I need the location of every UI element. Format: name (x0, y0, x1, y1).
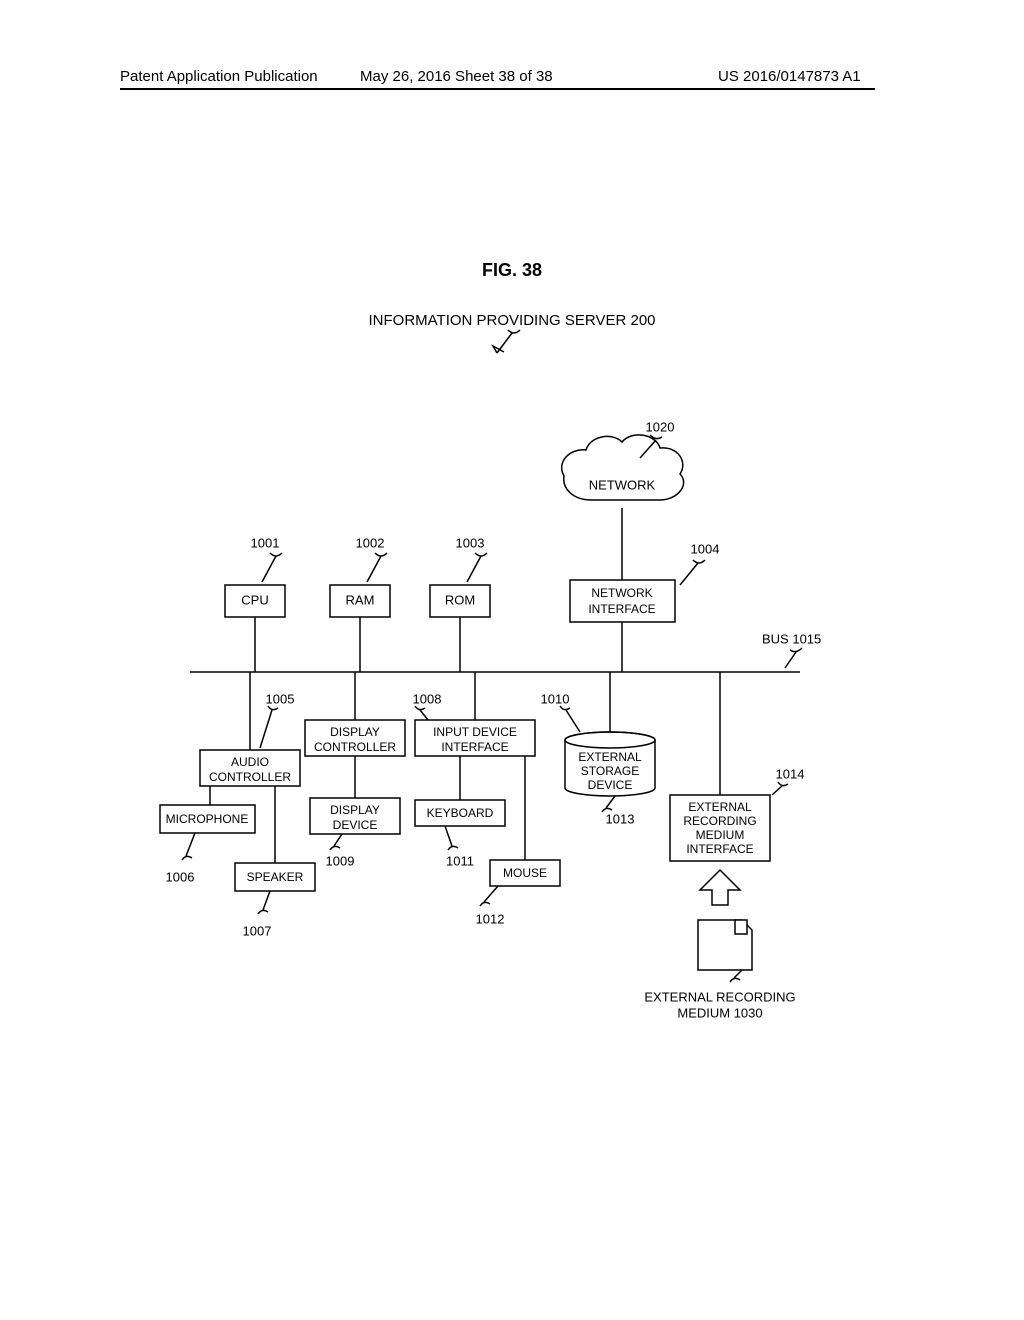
ref-1004-line (680, 563, 698, 585)
ref-1009: 1009 (326, 853, 355, 868)
ext-medium-ref-line (734, 970, 742, 978)
ext-rec-if-label4: INTERFACE (686, 842, 753, 856)
ref-1002: 1002 (356, 535, 385, 550)
ref-1014-curve (778, 782, 788, 786)
disp-ctrl-label1: DISPLAY (330, 725, 380, 739)
ref-1006-curve (182, 856, 192, 860)
ref-1011: 1011 (446, 853, 474, 868)
ref-1001: 1001 (251, 535, 280, 550)
ext-stor-label2: STORAGE (581, 764, 639, 778)
ext-rec-if-label3: MEDIUM (696, 828, 745, 842)
ext-medium-icon (698, 920, 752, 970)
ref-1001-curve (270, 553, 282, 556)
keyboard-label: KEYBOARD (427, 806, 494, 820)
rom-label: ROM (445, 592, 475, 607)
ref-1004: 1004 (691, 541, 720, 556)
ref-1010: 1010 (541, 691, 570, 706)
ref-1011-curve (448, 846, 458, 850)
ref-1012-line (484, 886, 498, 902)
ref-1006: 1006 (166, 869, 195, 884)
ram-label: RAM (346, 592, 375, 607)
ref-1007: 1007 (243, 923, 272, 938)
ref-1001-line (262, 556, 276, 582)
ref-1010-curve (560, 706, 570, 710)
ref-1003: 1003 (456, 535, 485, 550)
mic-label: MICROPHONE (166, 812, 249, 826)
cpu-label: CPU (241, 592, 268, 607)
ref-1003-line (467, 556, 481, 582)
bus-label: BUS 1015 (762, 631, 821, 646)
ref-1004-curve (693, 560, 705, 563)
ext-stor-label3: DEVICE (588, 778, 633, 792)
input-if-label1: INPUT DEVICE (433, 725, 517, 739)
mouse-label: MOUSE (503, 866, 547, 880)
netif-label2: INTERFACE (588, 602, 655, 616)
ext-rec-if-label1: EXTERNAL (688, 800, 752, 814)
ref-1002-line (367, 556, 381, 582)
diagram-svg: NETWORK 1020 BUS 1015 CPU 1001 RAM 1002 … (0, 0, 1024, 1320)
ref-1014: 1014 (776, 766, 805, 781)
ref-1011-line (445, 826, 452, 846)
audio-ctrl-label2: CONTROLLER (209, 770, 291, 784)
bus-ref-line (785, 652, 796, 668)
input-if-label2: INTERFACE (441, 740, 508, 754)
network-cloud: NETWORK (562, 435, 684, 500)
ref-1002-curve (375, 553, 387, 556)
ref-1005-line (260, 710, 272, 748)
ext-medium-ref-curve (730, 978, 740, 982)
netif-label1: NETWORK (591, 586, 652, 600)
ref-1007-curve (258, 910, 268, 914)
upload-arrow-icon (700, 870, 740, 905)
bus-ref-curve (790, 648, 802, 652)
ref-1013-line (606, 796, 615, 808)
ref-1009-line (334, 834, 342, 846)
ref-1009-curve (330, 846, 340, 850)
audio-ctrl-label1: AUDIO (231, 755, 269, 769)
leader-curve (508, 330, 520, 333)
ref-1008: 1008 (413, 691, 442, 706)
display-label2: DEVICE (333, 818, 378, 832)
ref-1012: 1012 (476, 911, 505, 926)
ref-1005: 1005 (266, 691, 295, 706)
speaker-label: SPEAKER (247, 870, 304, 884)
display-label1: DISPLAY (330, 803, 380, 817)
ref-1010-line (566, 710, 580, 732)
ext-stor-label1: EXTERNAL (578, 750, 642, 764)
ref-1005-curve (268, 706, 278, 710)
ext-storage-cylinder: EXTERNAL STORAGE DEVICE (565, 732, 655, 796)
ref-1014-line (772, 786, 782, 795)
ref-1006-line (186, 833, 195, 856)
ref-1008-line (420, 710, 428, 720)
ref-1013: 1013 (606, 811, 635, 826)
ext-rec-if-label2: RECORDING (683, 814, 756, 828)
ref-1007-line (263, 891, 270, 910)
ref-1008-curve (415, 706, 425, 710)
disp-ctrl-label2: CONTROLLER (314, 740, 396, 754)
ext-medium-label2: MEDIUM 1030 (677, 1005, 762, 1020)
ref-1012-curve (480, 902, 490, 906)
ref-1003-curve (475, 553, 487, 556)
ext-medium-label1: EXTERNAL RECORDING (644, 989, 795, 1004)
network-label: NETWORK (589, 477, 656, 492)
ref-1020: 1020 (646, 419, 675, 434)
